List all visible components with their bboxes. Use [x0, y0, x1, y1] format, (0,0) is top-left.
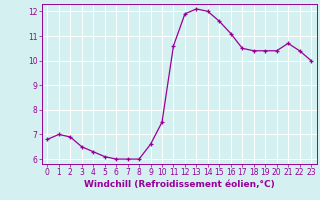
X-axis label: Windchill (Refroidissement éolien,°C): Windchill (Refroidissement éolien,°C)	[84, 180, 275, 189]
